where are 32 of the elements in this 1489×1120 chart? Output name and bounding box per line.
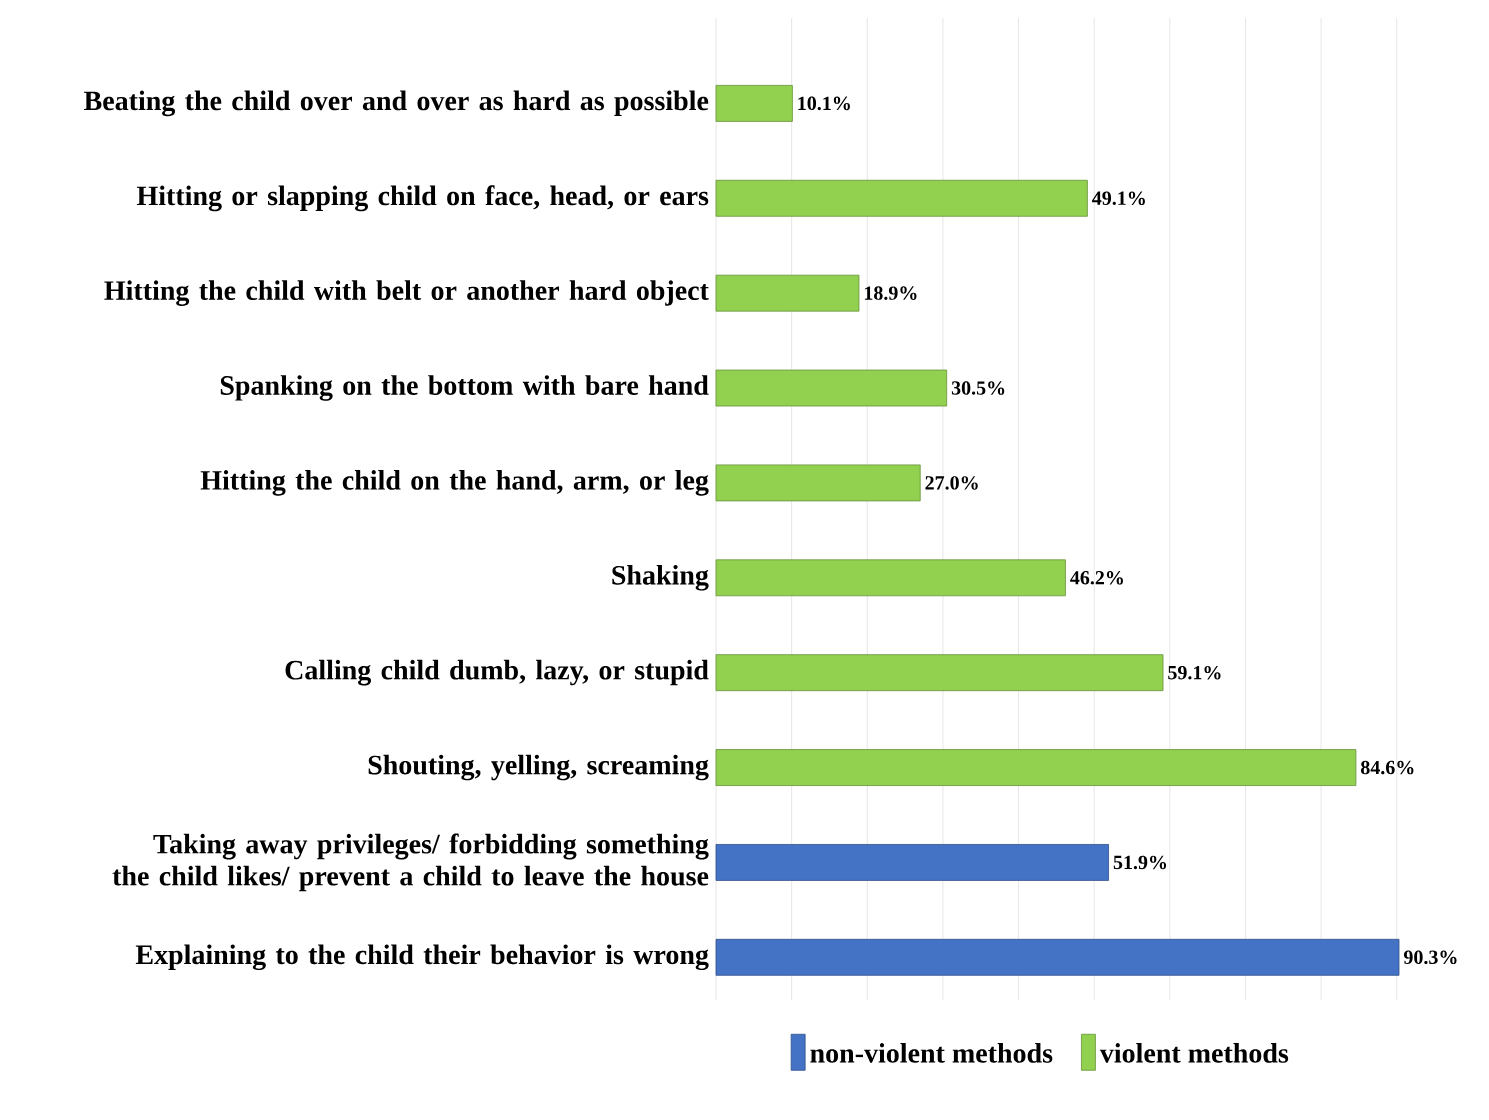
bar bbox=[715, 179, 1088, 217]
bar bbox=[715, 654, 1164, 692]
data-label: 18.9% bbox=[864, 286, 917, 300]
y-tick-label: Beating the child over and over as hard as possible bbox=[84, 90, 709, 117]
bar bbox=[715, 559, 1066, 597]
bar bbox=[715, 85, 793, 122]
bar bbox=[715, 749, 1357, 786]
y-tick-label: Hitting the child on the hand, arm, or leg bbox=[200, 470, 709, 496]
bar bbox=[715, 369, 948, 407]
data-label: 51.9% bbox=[1113, 855, 1167, 870]
bar bbox=[715, 274, 860, 312]
data-label: 49.1% bbox=[1092, 191, 1145, 206]
bar bbox=[715, 938, 1400, 976]
legend-label: violent methods bbox=[1099, 1043, 1289, 1063]
y-tick-label: Explaining to the child their behavior is wrong bbox=[135, 944, 709, 971]
data-label: 30.5% bbox=[951, 381, 1005, 395]
bar bbox=[715, 464, 921, 502]
y-tick-label: Shaking bbox=[612, 564, 709, 591]
y-tick-label: Spanking on the bottom with bare hand bbox=[220, 375, 709, 401]
data-label: 59.1% bbox=[1168, 665, 1221, 680]
data-label: 46.2% bbox=[1070, 571, 1123, 585]
y-tick-label: Shouting, yelling, screaming bbox=[368, 754, 709, 781]
data-label: 90.3% bbox=[1403, 950, 1457, 965]
y-tick-label: Hitting or slapping child on face, head, or ears bbox=[136, 185, 709, 212]
y-tick-label: Calling child dumb, lazy, or stupid bbox=[285, 659, 709, 686]
data-label: 84.6% bbox=[1360, 760, 1414, 775]
y-tick-label: Hitting the child with belt or another hard object bbox=[104, 280, 709, 306]
y-tick-label: Taking away privileges/ forbidding something the child likes/ prevent a child to leave the house bbox=[112, 833, 709, 892]
data-label: 27.0% bbox=[925, 476, 978, 490]
data-label: 10.1% bbox=[798, 96, 850, 111]
bar bbox=[715, 844, 1109, 881]
legend-label: non-violent methods bbox=[810, 1043, 1053, 1063]
